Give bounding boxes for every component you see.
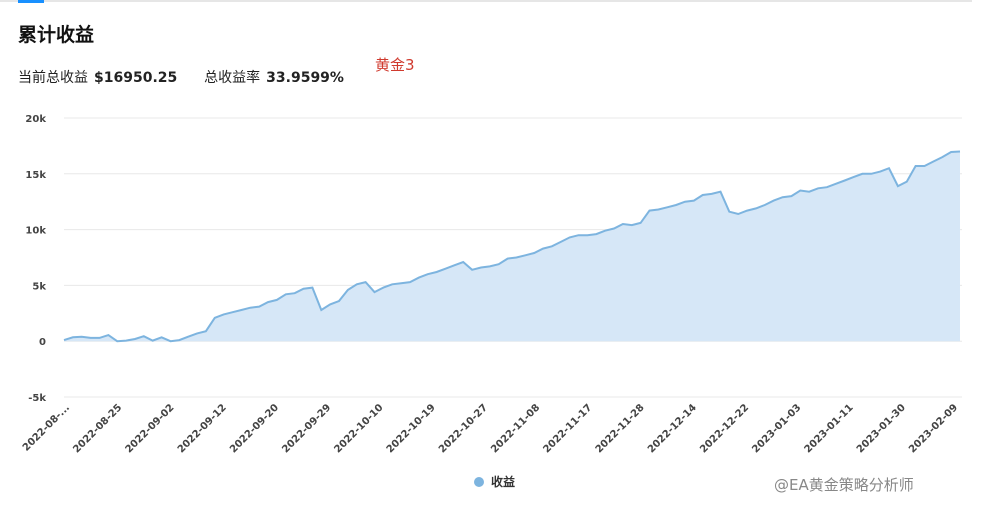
x-tick-label: 2022-09-20 xyxy=(228,402,281,455)
annotation-text: 黄金3 xyxy=(375,56,415,74)
x-tick-label: 2022-12-14 xyxy=(646,402,699,455)
x-tick-label: 2022-08-... xyxy=(21,402,72,453)
y-tick-label: -5k xyxy=(28,393,46,404)
x-tick-label: 2022-10-27 xyxy=(437,402,490,455)
x-tick-label: 2022-11-08 xyxy=(489,402,542,455)
active-tab-indicator[interactable] xyxy=(18,0,44,3)
profit-area xyxy=(64,151,960,342)
return-rate-value: 33.9599% xyxy=(266,70,344,86)
x-tick-label: 2022-11-17 xyxy=(541,402,594,455)
x-tick-label: 2022-12-22 xyxy=(698,402,751,455)
y-tick-label: 20k xyxy=(25,114,46,125)
y-tick-label: 10k xyxy=(25,226,46,237)
x-tick-label: 2022-09-12 xyxy=(176,402,229,455)
current-profit-label: 当前总收益 xyxy=(18,70,88,86)
chart-title: 累计收益 xyxy=(18,24,95,46)
watermark: @EA黄金策略分析师 xyxy=(774,476,914,494)
x-tick-label: 2022-11-28 xyxy=(594,402,647,455)
y-tick-label: 0 xyxy=(39,337,46,348)
x-axis-ticks: 2022-08-... 2022-08-25 2022-09-02 2022-09-1… xyxy=(21,402,960,455)
x-tick-label: 2023-02-09 xyxy=(907,402,960,455)
x-tick-label: 2022-10-19 xyxy=(385,402,438,455)
x-tick-label: 2022-09-29 xyxy=(280,402,333,455)
return-rate-label: 总收益率 xyxy=(204,70,261,86)
top-divider xyxy=(0,0,972,2)
legend-swatch xyxy=(474,476,484,487)
current-profit-value: $16950.25 xyxy=(94,70,178,86)
y-tick-label: 5k xyxy=(32,281,46,292)
x-tick-label: 2023-01-03 xyxy=(750,402,803,455)
profit-line xyxy=(63,150,961,343)
y-axis-ticks: -5k 0 5k 10k 15k 20k xyxy=(25,114,46,404)
legend[interactable]: 收益 xyxy=(474,473,515,490)
x-tick-label: 2023-01-30 xyxy=(855,402,908,455)
x-tick-label: 2023-01-11 xyxy=(803,402,856,455)
summary-row: 当前总收益 $16950.25 总收益率 33.9599% xyxy=(18,67,344,87)
x-tick-label: 2022-08-25 xyxy=(71,402,124,455)
y-tick-label: 15k xyxy=(25,170,46,181)
legend-label: 收益 xyxy=(491,475,516,489)
x-tick-label: 2022-10-10 xyxy=(333,402,386,455)
x-tick-label: 2022-09-02 xyxy=(124,402,177,455)
